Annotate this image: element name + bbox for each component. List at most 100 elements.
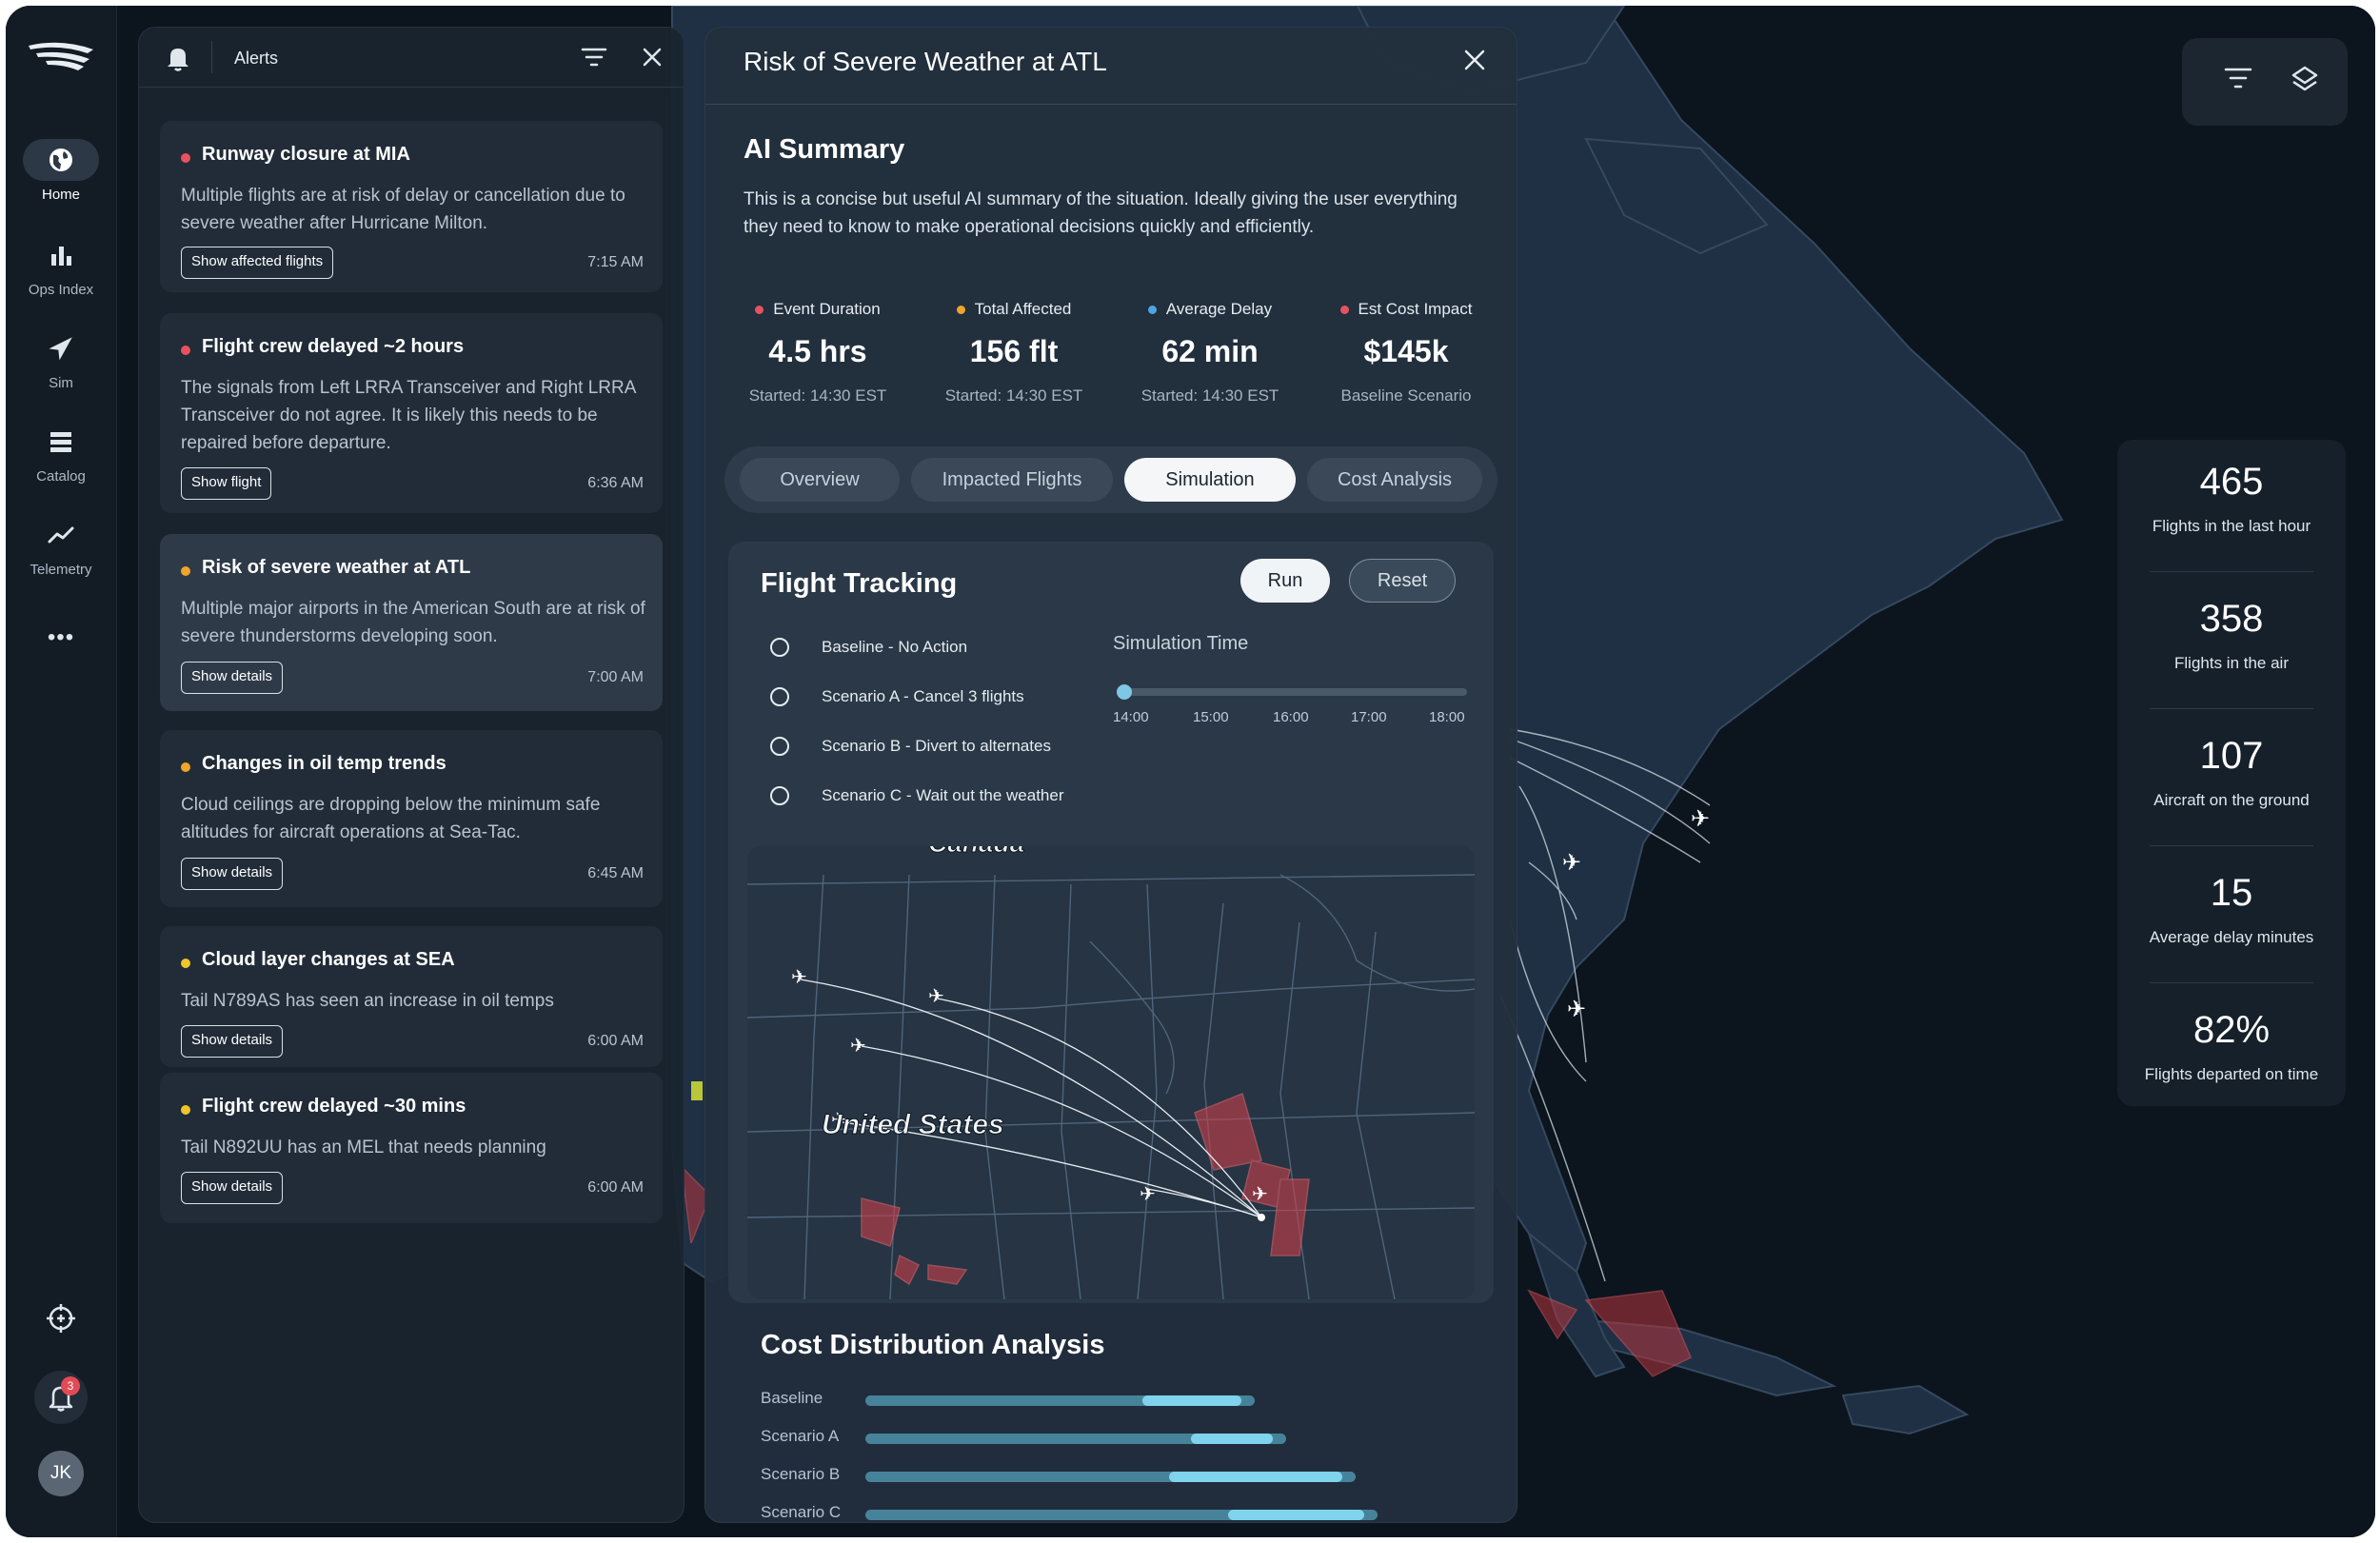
status-dot bbox=[1339, 305, 1349, 314]
filter-icon[interactable] bbox=[2224, 67, 2252, 89]
show-details-button[interactable]: Show details bbox=[181, 1172, 284, 1204]
globe-icon bbox=[23, 139, 99, 181]
filter-icon[interactable] bbox=[581, 47, 607, 68]
nav-item-telemetry[interactable]: Telemetry bbox=[6, 514, 116, 578]
kpi-label: Aircraft on the ground bbox=[2153, 791, 2310, 809]
alert-card[interactable]: Runway closure at MIA Multiple flights a… bbox=[160, 121, 663, 292]
more-menu-button[interactable]: ••• bbox=[47, 624, 75, 650]
show-details-button[interactable]: Show details bbox=[181, 1025, 284, 1058]
user-menu[interactable]: JK bbox=[6, 1451, 116, 1496]
kpi-value: 15 bbox=[2210, 872, 2253, 914]
alert-body: Multiple major airports in the American … bbox=[181, 599, 645, 646]
stat-label: Est Cost Impact bbox=[1311, 300, 1501, 319]
map-label-canada: Canada bbox=[928, 846, 1024, 858]
alert-body: Tail N892UU has an MEL that needs planni… bbox=[181, 1137, 546, 1157]
cost-row-label: Scenario A bbox=[761, 1427, 840, 1445]
kpi-label: Flights in the air bbox=[2174, 654, 2289, 672]
scenario-radio-b[interactable]: Scenario B - Divert to alternates bbox=[770, 732, 1051, 761]
nav-item-home[interactable]: Home bbox=[6, 139, 116, 203]
scenario-radio-baseline[interactable]: Baseline - No Action bbox=[770, 633, 967, 662]
stat-label: Average Delay bbox=[1115, 300, 1305, 319]
cost-bar-highlight bbox=[1227, 1510, 1364, 1520]
crosshair-icon bbox=[47, 1304, 75, 1333]
close-icon[interactable] bbox=[1463, 49, 1486, 71]
stat-average-delay: Average Delay 62 min Started: 14:30 EST bbox=[1115, 300, 1305, 406]
slider-tick: 14:00 bbox=[1113, 709, 1149, 725]
cost-bar-highlight bbox=[1142, 1395, 1241, 1406]
nav-item-sim[interactable]: Sim bbox=[6, 327, 116, 391]
layers-icon[interactable] bbox=[2291, 65, 2319, 95]
nav-item-catalog[interactable]: Catalog bbox=[6, 421, 116, 485]
svg-text:✈: ✈ bbox=[1140, 1182, 1156, 1205]
land-hispaniola bbox=[1841, 1384, 1970, 1435]
status-dot bbox=[1147, 305, 1157, 314]
tab-cost-analysis[interactable]: Cost Analysis bbox=[1307, 458, 1482, 502]
close-icon[interactable] bbox=[642, 47, 663, 68]
kpi-on-time-departures: 82% Flights departed on time bbox=[2117, 1009, 2346, 1084]
nav-item-ops-index[interactable]: Ops Index bbox=[6, 234, 116, 298]
notifications-button[interactable]: 3 bbox=[34, 1371, 88, 1424]
flight-tracking-title: Flight Tracking bbox=[761, 568, 958, 599]
bar-chart-icon bbox=[23, 234, 99, 276]
simulation-time-slider[interactable] bbox=[1124, 688, 1467, 696]
show-affected-flights-button[interactable]: Show affected flights bbox=[181, 247, 334, 279]
scenario-label: Scenario B - Divert to alternates bbox=[822, 737, 1051, 755]
alert-title: Risk of severe weather at ATL bbox=[202, 557, 471, 578]
alert-body: Tail N789AS has seen an increase in oil … bbox=[181, 991, 554, 1011]
flight-tracking-map[interactable]: ✈ ✈ ✈ ✈ ✈ ✈ Canada United States bbox=[747, 846, 1475, 1299]
scenario-radio-a[interactable]: Scenario A - Cancel 3 flights bbox=[770, 682, 1024, 711]
tab-simulation[interactable]: Simulation bbox=[1124, 458, 1296, 502]
stat-event-duration: Event Duration 4.5 hrs Started: 14:30 ES… bbox=[723, 300, 913, 406]
tab-impacted-flights[interactable]: Impacted Flights bbox=[911, 458, 1113, 502]
stat-label: Event Duration bbox=[723, 300, 913, 319]
alert-card[interactable]: Changes in oil temp trends Cloud ceiling… bbox=[160, 730, 663, 907]
cost-bar bbox=[865, 1434, 1287, 1444]
kpi-divider bbox=[2150, 982, 2313, 983]
slider-thumb[interactable] bbox=[1117, 684, 1132, 700]
alerts-header: Alerts bbox=[139, 28, 684, 88]
run-button[interactable]: Run bbox=[1240, 559, 1330, 603]
kpi-value: 465 bbox=[2199, 461, 2264, 503]
alert-title: Flight crew delayed ~2 hours bbox=[202, 336, 465, 357]
notifications-area: 3 bbox=[6, 1371, 116, 1424]
map-tools bbox=[2182, 38, 2348, 126]
scenario-label: Baseline - No Action bbox=[822, 638, 968, 656]
slider-tick: 17:00 bbox=[1351, 709, 1387, 725]
cost-distribution-title: Cost Distribution Analysis bbox=[761, 1330, 1105, 1360]
radio-circle bbox=[770, 638, 789, 657]
alert-card[interactable]: Flight crew delayed ~2 hours The signals… bbox=[160, 313, 663, 513]
svg-text:✈: ✈ bbox=[1691, 805, 1710, 832]
notification-count-badge: 3 bbox=[61, 1376, 80, 1395]
radio-circle bbox=[770, 786, 789, 805]
stat-value: 156 flt bbox=[969, 334, 1059, 368]
show-details-button[interactable]: Show details bbox=[181, 662, 284, 694]
show-flight-button[interactable]: Show flight bbox=[181, 467, 272, 500]
kpi-flights-in-air: 358 Flights in the air bbox=[2117, 598, 2346, 673]
alert-card[interactable]: Flight crew delayed ~30 mins Tail N892UU… bbox=[160, 1073, 663, 1223]
cost-bar bbox=[865, 1510, 1378, 1520]
alert-card[interactable]: Cloud layer changes at SEA Tail N789AS h… bbox=[160, 926, 663, 1067]
stat-value: 62 min bbox=[1161, 334, 1259, 368]
tab-overview[interactable]: Overview bbox=[740, 458, 900, 502]
scenario-radio-c[interactable]: Scenario C - Wait out the weather bbox=[770, 781, 1064, 810]
show-details-button[interactable]: Show details bbox=[181, 858, 284, 890]
cost-row-label: Scenario B bbox=[761, 1465, 841, 1483]
kpi-label: Flights departed on time bbox=[2144, 1065, 2319, 1083]
svg-text:✈: ✈ bbox=[928, 984, 944, 1007]
flight-tracking-card: Flight Tracking Run Reset Baseline - No … bbox=[728, 542, 1494, 1303]
cost-row: Baseline bbox=[761, 1389, 1484, 1408]
scenario-label: Scenario C - Wait out the weather bbox=[822, 786, 1064, 804]
alert-time: 6:00 AM bbox=[587, 1179, 644, 1196]
alert-title: Cloud layer changes at SEA bbox=[202, 949, 455, 970]
svg-text:✈: ✈ bbox=[1562, 849, 1581, 876]
alert-card-selected[interactable]: Risk of severe weather at ATL Multiple m… bbox=[160, 534, 663, 711]
svg-text:✈: ✈ bbox=[831, 1108, 847, 1131]
reset-button[interactable]: Reset bbox=[1349, 559, 1456, 603]
stack-icon bbox=[23, 421, 99, 463]
nav-label: Catalog bbox=[36, 468, 86, 485]
cost-row: Scenario A bbox=[761, 1427, 1484, 1446]
crosshair-button[interactable] bbox=[6, 1302, 116, 1339]
kpi-value: 82% bbox=[2192, 1009, 2271, 1051]
cost-row: Scenario C bbox=[761, 1503, 1484, 1522]
nav-label: Ops Index bbox=[28, 282, 94, 298]
